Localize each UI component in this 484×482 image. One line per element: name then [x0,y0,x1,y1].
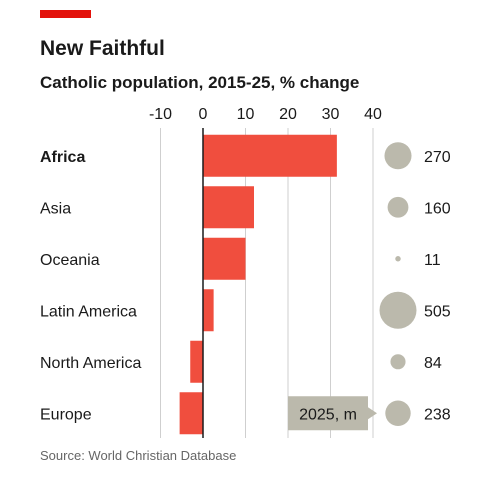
bubble-value-label: 11 [424,252,441,269]
x-tick-label: 20 [279,106,297,123]
x-tick-label: 30 [322,106,340,123]
red-accent-bar [40,10,91,18]
source-note: Source: World Christian Database [40,448,236,463]
bar [203,237,246,280]
grid-lines [160,128,374,438]
bubble [395,256,401,262]
category-label: Asia [40,200,71,217]
bar [203,134,337,177]
x-tick-label: -10 [149,106,172,123]
bars [179,134,337,435]
bubble [385,400,411,426]
category-label: Africa [40,149,85,166]
bubble [384,142,412,170]
x-tick-label: 10 [237,106,255,123]
bubble [379,291,417,329]
category-label: North America [40,355,141,372]
bubble [390,354,406,370]
bubble [387,196,409,218]
category-label: Oceania [40,252,100,269]
bubble-value-label: 238 [424,406,451,423]
x-tick-labels: -10 0 10 20 30 40 [149,106,382,123]
bubble-value-label: 160 [424,200,451,217]
callout-label: 2025, m [299,406,357,423]
bubbles [379,142,417,426]
bubble-value-label: 505 [424,303,451,320]
category-label: Europe [40,406,92,423]
bar [179,392,203,435]
category-labels: Africa Asia Oceania Latin America North Amer… [40,149,141,424]
chart-subtitle: Catholic population, 2015-25, % change [40,73,359,92]
bubble-value-label: 270 [424,149,451,166]
x-tick-label: 40 [364,106,382,123]
chart-title: New Faithful [40,37,165,60]
bar [203,289,214,332]
bubble-value-labels: 270 160 11 505 84 238 [424,149,451,424]
bubble-value-label: 84 [424,355,442,372]
category-label: Latin America [40,303,137,320]
bar [203,186,254,229]
x-tick-label: 0 [199,106,208,123]
callout: 2025, m [288,396,377,431]
bar [190,340,203,383]
callout-box [288,396,377,431]
